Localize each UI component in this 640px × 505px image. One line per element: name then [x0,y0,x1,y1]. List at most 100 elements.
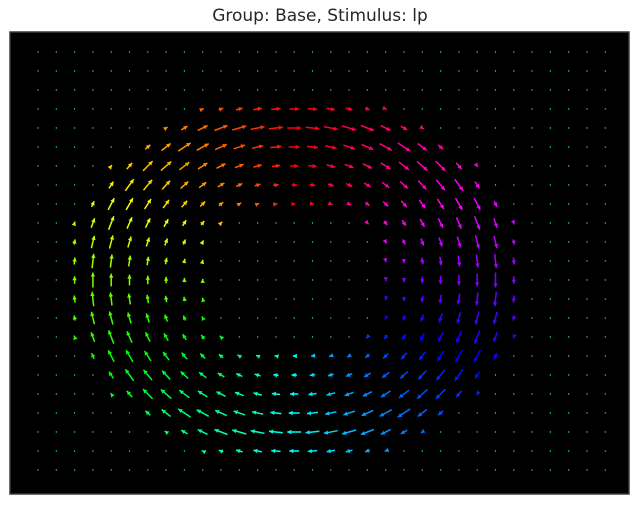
quiver-dot [202,51,204,53]
quiver-arrowhead [161,409,167,414]
quiver-dot [73,89,76,91]
quiver-dot [55,184,57,186]
quiver-arrowhead [109,235,114,240]
quiver-dot [549,412,552,414]
quiver-arrowhead [218,107,224,112]
quiver-dot [311,298,314,300]
quiver-arrowhead [201,335,206,340]
quiver-arrowhead [180,371,185,376]
quiver-dot [256,279,259,281]
quiver-dot [366,241,369,243]
quiver-dot [494,374,497,376]
quiver-dot [513,203,515,205]
quiver-dot [202,89,204,91]
quiver-arrowhead [204,143,209,148]
quiver-arrowhead [143,369,148,375]
quiver-dot [220,260,222,262]
quiver-dot [604,336,606,338]
quiver-arrowhead [438,337,442,342]
quiver-arrowhead [360,431,366,436]
quiver-dot [403,70,405,72]
quiver-dot [549,260,552,262]
quiver-arrowhead [456,281,462,286]
quiver-dot [586,146,588,148]
quiver-arrowhead [422,146,427,151]
quiver-arrowhead [381,393,386,397]
quiver-dot [586,241,588,243]
quiver-arrowhead [240,144,245,149]
quiver-dot [256,317,259,319]
quiver-dot [549,203,552,205]
quiver-dot [55,127,57,129]
quiver-dot [165,469,167,471]
quiver-dot [531,146,533,148]
quiver-arrowhead [405,147,411,152]
quiver-arrowhead [420,336,425,341]
quiver-dot [568,431,570,433]
quiver-arrowhead [217,221,223,227]
quiver-arrowhead [435,394,441,399]
quiver-dot [439,127,442,129]
quiver-dot [220,51,222,53]
quiver-arrowhead [127,236,133,241]
quiver-arrowhead [420,241,425,246]
quiver-dot [37,203,39,205]
quiver-dot [110,127,112,129]
quiver-dot [458,431,460,433]
quiver-arrowhead [91,253,96,259]
quiver-dot [256,260,259,262]
quiver-arrowhead [145,256,150,261]
quiver-dot [458,89,460,91]
quiver-arrowhead [162,370,167,376]
quiver-arrowhead [364,373,369,377]
quiver-arrowhead [361,411,367,416]
quiver-dot [366,279,369,281]
quiver-arrowhead [368,145,374,150]
quiver-dot [476,51,478,53]
quiver-dot [37,374,39,376]
quiver-dot [604,279,606,281]
quiver-dot [531,89,533,91]
quiver-arrowhead [417,394,422,399]
quiver-dot [37,70,39,72]
quiver-arrowhead [295,144,300,150]
quiver-dot [348,279,350,281]
quiver-dot [586,222,588,224]
quiver-dot [55,431,57,433]
quiver-dot [458,412,460,414]
quiver-arrowhead [438,242,443,247]
quiver-arrowhead [254,373,260,378]
quiver-dot [568,355,570,357]
quiver-dot [110,146,112,148]
quiver-arrowhead [458,186,464,191]
quiver-dot [73,393,76,395]
quiver-arrowhead [309,201,314,206]
quiver-dot [403,108,405,110]
quiver-dot [568,146,570,148]
quiver-arrowhead [457,164,462,170]
quiver-arrowhead [186,142,191,147]
quiver-arrowhead [350,145,355,150]
quiver-arrowhead [364,219,369,225]
quiver-arrowhead [258,144,264,149]
quiver-arrowhead [218,202,224,207]
quiver-arrowhead [73,335,78,341]
quiver-dot [293,222,295,224]
quiver-dot [311,70,314,72]
quiver-dot [110,431,112,433]
quiver-dot [604,393,606,395]
quiver-arrowhead [160,389,166,394]
quiver-dot [147,127,149,129]
quiver-arrowhead [271,448,276,454]
quiver-dot [311,51,314,53]
quiver-arrowhead [307,411,312,416]
quiver-dot [330,260,332,262]
quiver-dot [476,89,478,91]
quiver-dot [476,70,478,72]
quiver-arrowhead [234,391,240,396]
quiver-arrowhead [347,353,352,358]
quiver-arrowhead [163,351,168,357]
quiver-arrowhead [181,239,186,244]
quiver-dot [604,203,606,205]
quiver-arrowhead [256,183,261,188]
